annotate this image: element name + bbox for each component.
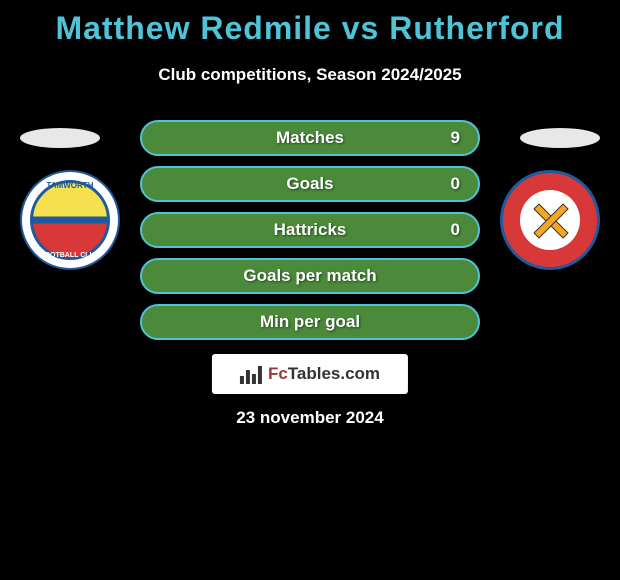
watermark-text: FcTables.com [268,364,380,384]
club-left-name-bottom: FOOTBALL CLUB [33,252,107,259]
club-badge-right-inner [520,190,580,250]
club-badge-left: TAMWORTH FOOTBALL CLUB [20,170,120,270]
stat-bar-bg: Min per goal [140,304,480,340]
club-badge-left-inner: TAMWORTH FOOTBALL CLUB [30,180,110,260]
vs-text: vs [342,10,380,46]
stat-bar-bg: Goals 0 [140,166,480,202]
page-title: Matthew Redmile vs Rutherford [0,0,620,47]
stat-bar-goals: Goals 0 [140,166,480,202]
player1-name: Matthew Redmile [55,10,331,46]
watermark-suffix: Tables.com [288,364,380,383]
crossed-hammers-icon [530,200,570,240]
player1-avatar-placeholder [20,128,100,148]
player2-name: Rutherford [389,10,564,46]
club-badge-right [500,170,600,270]
stat-label: Goals per match [243,266,376,286]
date: 23 november 2024 [0,408,620,428]
stat-bar-goals-per-match: Goals per match [140,258,480,294]
stat-label: Min per goal [260,312,360,332]
stat-bar-bg: Hattricks 0 [140,212,480,248]
comparison-infographic: Matthew Redmile vs Rutherford Club compe… [0,0,620,580]
stat-label: Goals [286,174,333,194]
stat-value-right: 0 [451,220,460,240]
stat-bar-min-per-goal: Min per goal [140,304,480,340]
club-left-name-top: TAMWORTH [33,181,107,190]
stat-bar-bg: Goals per match [140,258,480,294]
stat-label: Hattricks [274,220,347,240]
stat-value-right: 9 [451,128,460,148]
stat-label: Matches [276,128,344,148]
subtitle: Club competitions, Season 2024/2025 [0,65,620,85]
stat-bar-bg: Matches 9 [140,120,480,156]
player2-avatar-placeholder [520,128,600,148]
watermark-prefix: Fc [268,364,288,383]
stat-bar-matches: Matches 9 [140,120,480,156]
stat-value-right: 0 [451,174,460,194]
stat-bar-hattricks: Hattricks 0 [140,212,480,248]
bar-chart-icon [240,364,262,384]
stats-area: Matches 9 Goals 0 Hattricks 0 Goals per … [140,120,480,350]
watermark: FcTables.com [212,354,408,394]
